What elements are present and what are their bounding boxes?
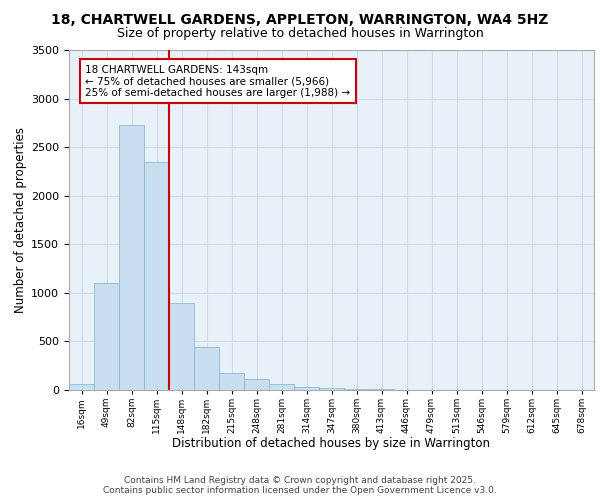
Text: 18, CHARTWELL GARDENS, APPLETON, WARRINGTON, WA4 5HZ: 18, CHARTWELL GARDENS, APPLETON, WARRING… bbox=[52, 12, 548, 26]
Bar bbox=[94, 283, 119, 390]
Bar bbox=[269, 384, 294, 390]
Bar bbox=[69, 384, 94, 390]
Bar bbox=[244, 380, 269, 390]
Bar bbox=[294, 386, 319, 390]
Y-axis label: Number of detached properties: Number of detached properties bbox=[14, 127, 27, 313]
Bar bbox=[169, 302, 194, 390]
X-axis label: Distribution of detached houses by size in Warrington: Distribution of detached houses by size … bbox=[173, 438, 491, 450]
Bar bbox=[219, 374, 244, 390]
Text: Contains HM Land Registry data © Crown copyright and database right 2025.
Contai: Contains HM Land Registry data © Crown c… bbox=[103, 476, 497, 495]
Text: Size of property relative to detached houses in Warrington: Size of property relative to detached ho… bbox=[116, 28, 484, 40]
Text: 18 CHARTWELL GARDENS: 143sqm
← 75% of detached houses are smaller (5,966)
25% of: 18 CHARTWELL GARDENS: 143sqm ← 75% of de… bbox=[85, 64, 350, 98]
Bar bbox=[369, 389, 394, 390]
Bar bbox=[119, 125, 144, 390]
Bar bbox=[144, 162, 169, 390]
Bar bbox=[194, 348, 219, 390]
Bar bbox=[319, 388, 344, 390]
Bar bbox=[344, 388, 369, 390]
